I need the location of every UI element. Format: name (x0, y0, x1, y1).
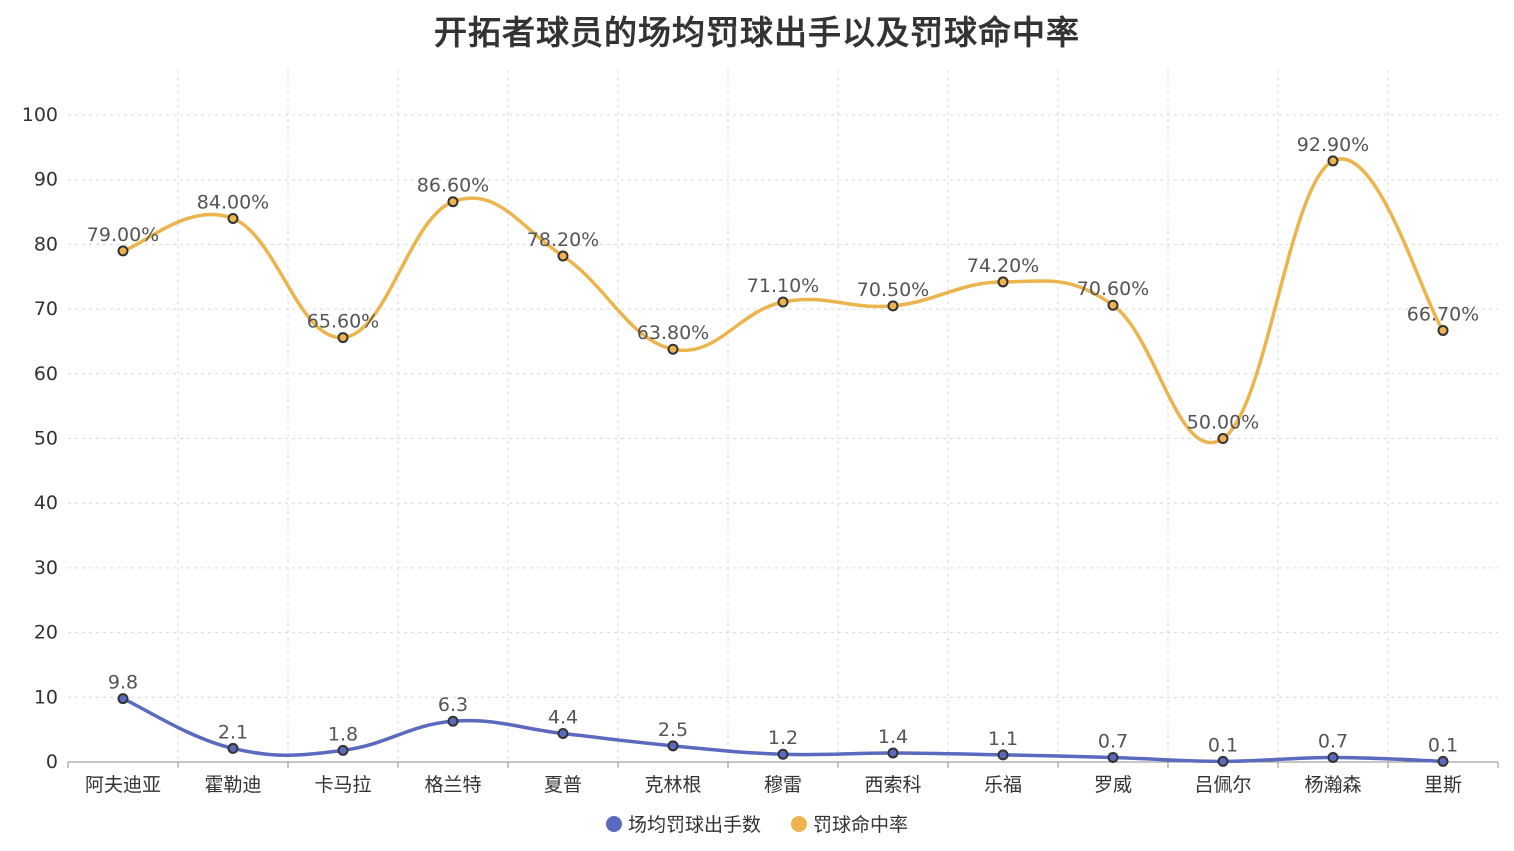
data-label: 79.00% (87, 224, 159, 246)
data-label: 0.1 (1208, 734, 1238, 756)
data-point (1217, 755, 1229, 767)
grid-layer (68, 70, 1498, 762)
label-layer: 9.8 2.1 1.8 6.3 4.4 2.5 1.2 1.4 1.1 0.7 0.1 0.7 0.1 7… (87, 134, 1479, 756)
legend-item-percentage[interactable]: 罚球命中率 (791, 810, 908, 837)
x-tick-label: 西索科 (864, 774, 921, 796)
legend-marker-icon (791, 815, 808, 832)
data-point (227, 213, 239, 225)
data-point (667, 343, 679, 355)
y-tick-label: 40 (34, 492, 58, 514)
data-point (117, 693, 129, 705)
x-tick-label: 阿夫迪亚 (85, 774, 161, 796)
data-label: 65.60% (307, 311, 379, 333)
x-tick-label: 卡马拉 (314, 774, 371, 796)
data-label: 70.50% (857, 279, 929, 301)
x-tick-label: 杨瀚森 (1304, 774, 1361, 796)
data-point (1107, 299, 1119, 311)
data-label: 1.2 (768, 727, 798, 749)
data-point (447, 196, 459, 208)
x-tick-label: 夏普 (544, 774, 582, 796)
data-label: 50.00% (1187, 412, 1259, 434)
data-point (117, 245, 129, 257)
data-point (337, 332, 349, 344)
y-tick-label: 50 (34, 428, 58, 450)
data-label: 92.90% (1297, 134, 1369, 156)
x-tick-label: 罗威 (1094, 774, 1132, 796)
data-label: 71.10% (747, 275, 819, 297)
data-label: 86.60% (417, 175, 489, 197)
data-point (1437, 755, 1449, 767)
data-point (1327, 751, 1339, 763)
data-label: 84.00% (197, 192, 269, 214)
y-tick-label: 20 (34, 622, 58, 644)
data-label: 6.3 (438, 694, 468, 716)
data-point (1107, 751, 1119, 763)
data-label: 78.20% (527, 229, 599, 251)
data-point (447, 715, 459, 727)
data-point (997, 749, 1009, 761)
y-tick-label: 60 (34, 363, 58, 385)
data-point (557, 250, 569, 262)
x-tick-label: 格兰特 (424, 774, 481, 796)
data-label: 70.60% (1077, 278, 1149, 300)
data-point (1437, 324, 1449, 336)
legend-marker-icon (605, 815, 622, 832)
data-point (777, 296, 789, 308)
data-point (667, 740, 679, 752)
data-label: 0.7 (1098, 730, 1128, 752)
data-label: 4.4 (548, 707, 578, 729)
axis-layer: 0 10 20 30 40 50 60 70 80 90 100 阿夫迪亚 霍勒迪 卡马拉 格兰特 夏普 克林根… (22, 104, 1499, 796)
data-label: 0.1 (1428, 734, 1458, 756)
data-label: 1.1 (988, 728, 1018, 750)
data-label: 9.8 (108, 672, 138, 694)
chart-title: 开拓者球员的场均罚球出手以及罚球命中率 (434, 13, 1080, 52)
data-point (1217, 433, 1229, 444)
series-layer (117, 155, 1449, 767)
y-tick-label: 0 (46, 751, 58, 773)
data-point (337, 744, 349, 756)
y-tick-label: 70 (34, 298, 58, 320)
y-tick-label: 80 (34, 233, 58, 255)
data-label: 2.1 (218, 721, 248, 743)
data-point (227, 742, 239, 754)
data-label: 63.80% (637, 322, 709, 344)
data-label: 0.7 (1318, 730, 1348, 752)
x-tick-label: 乐福 (984, 774, 1022, 796)
data-point (997, 276, 1009, 288)
x-tick-label: 穆雷 (764, 774, 802, 796)
data-point (887, 747, 899, 759)
x-tick-label: 霍勒迪 (204, 774, 261, 796)
data-point (557, 728, 569, 740)
data-point (887, 300, 899, 312)
x-tick-label: 克林根 (644, 774, 701, 796)
legend: 场均罚球出手数 罚球命中率 (0, 810, 1514, 837)
legend-item-attempts[interactable]: 场均罚球出手数 (605, 810, 761, 837)
y-tick-label: 10 (34, 686, 58, 708)
data-point (777, 748, 789, 760)
y-tick-label: 90 (34, 169, 58, 191)
data-point (1327, 155, 1339, 167)
data-label: 2.5 (658, 719, 688, 741)
x-tick-label: 里斯 (1424, 774, 1462, 796)
y-tick-label: 100 (22, 104, 58, 126)
y-tick-label: 30 (34, 557, 58, 579)
legend-label-attempts: 场均罚球出手数 (627, 814, 761, 836)
data-label: 66.70% (1407, 303, 1479, 325)
legend-label-percentage: 罚球命中率 (813, 814, 909, 836)
x-tick-label: 吕佩尔 (1194, 774, 1251, 796)
data-label: 74.20% (967, 255, 1039, 277)
data-label: 1.4 (878, 726, 908, 748)
data-label: 1.8 (328, 723, 358, 745)
